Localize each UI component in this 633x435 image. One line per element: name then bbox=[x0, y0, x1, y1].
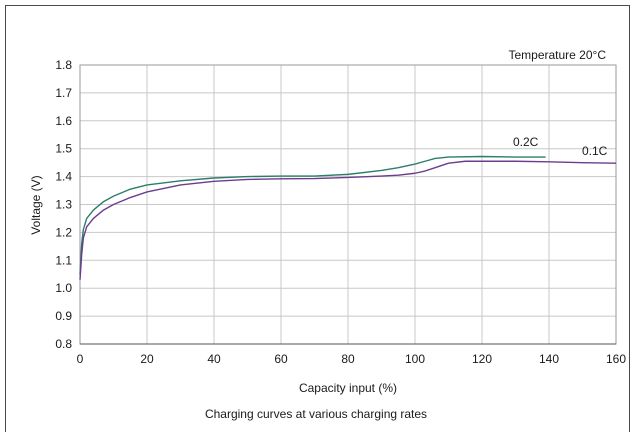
y-tick-label: 1.8 bbox=[55, 58, 72, 72]
y-tick-label: 1.2 bbox=[55, 225, 72, 239]
y-tick-label: 1.1 bbox=[55, 253, 72, 267]
series-line-0.1C bbox=[79, 160, 617, 280]
y-tick-label: 1.4 bbox=[55, 170, 72, 184]
y-axis-label: Voltage (V) bbox=[29, 175, 43, 234]
series-label-0.2C: 0.2C bbox=[513, 135, 539, 149]
x-tick-label: 20 bbox=[140, 352, 154, 366]
y-tick-label: 0.8 bbox=[55, 337, 72, 351]
chart-frame bbox=[5, 5, 630, 432]
y-tick-label: 1.3 bbox=[55, 198, 72, 212]
x-tick-label: 40 bbox=[207, 352, 221, 366]
chart-caption: Charging curves at various charging rate… bbox=[205, 407, 427, 421]
x-tick-label: 100 bbox=[405, 352, 425, 366]
grid bbox=[79, 64, 617, 345]
x-tick-label: 0 bbox=[77, 352, 84, 366]
y-tick-label: 1.0 bbox=[55, 281, 72, 295]
x-tick-label: 140 bbox=[539, 352, 559, 366]
series-line-0.2C bbox=[79, 155, 546, 275]
y-tick-label: 1.6 bbox=[55, 114, 72, 128]
x-tick-label: 80 bbox=[341, 352, 355, 366]
x-axis-label: Capacity input (%) bbox=[299, 381, 397, 395]
y-tick-label: 0.9 bbox=[55, 309, 72, 323]
annotation-temperature: Temperature 20°C bbox=[508, 48, 606, 62]
series-lines bbox=[79, 155, 617, 280]
y-tick-label: 1.7 bbox=[55, 86, 72, 100]
x-tick-label: 120 bbox=[472, 352, 492, 366]
x-tick-label: 60 bbox=[274, 352, 288, 366]
series-label-0.1C: 0.1C bbox=[582, 144, 608, 158]
plot-area bbox=[79, 64, 617, 345]
y-tick-label: 1.5 bbox=[55, 142, 72, 156]
tick-labels: 0.8 0.9 1.0 1.1 1.2 1.3 1.4 1.5 1.6 1.7 1.8 0 20 40 60… bbox=[55, 58, 626, 366]
x-tick-label: 160 bbox=[606, 352, 626, 366]
